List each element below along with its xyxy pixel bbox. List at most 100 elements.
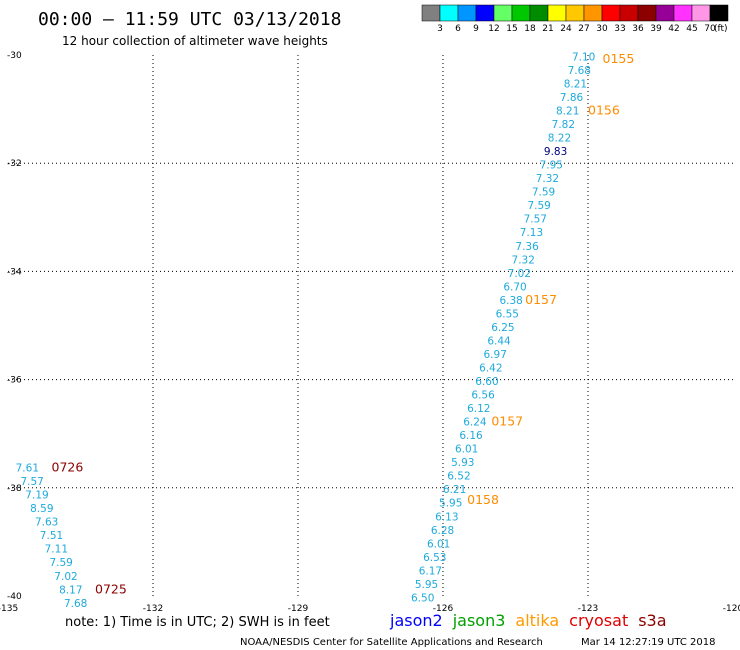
swh-value-label: 7.57 (20, 476, 43, 488)
color-scale-swatch (619, 4, 639, 22)
swh-value-label: 6.01 (455, 444, 478, 456)
y-tick-label: -30 (7, 51, 22, 61)
color-scale-bar: 3 6 9 12 15 18 21 24 27 30 33 36 39 42 45 70(ft) (421, 4, 729, 34)
color-scale-swatch (421, 4, 441, 22)
swh-value-label: 5.93 (451, 457, 474, 469)
swh-value-label: 7.59 (532, 187, 555, 199)
swh-value-label: 7.02 (508, 268, 531, 280)
color-scale-swatch (529, 4, 549, 22)
satellite-legend-altika: altika (515, 611, 559, 630)
color-scale-label: 45 (686, 24, 697, 34)
x-tick-label: -135 (0, 604, 18, 614)
x-tick-label: -123 (578, 604, 598, 614)
swh-value-label: 5.95 (415, 579, 438, 591)
swh-value-label: 7.32 (536, 173, 559, 185)
color-scale-swatch (547, 4, 567, 22)
color-scale-swatch (439, 4, 459, 22)
swh-value-label: 7.68 (64, 598, 87, 610)
swh-value-label: 6.24 (463, 417, 487, 429)
swh-value-label: 6.13 (435, 511, 458, 523)
pass-time-label: 0156 (588, 103, 620, 118)
color-scale-label: 21 (542, 24, 553, 34)
swh-value-label: 8.21 (556, 106, 579, 118)
swh-value-label: 5.95 (439, 498, 462, 510)
pass-time-label: 0158 (467, 492, 499, 507)
swh-value-label: 7.86 (560, 92, 584, 104)
color-scale-label: 15 (506, 24, 517, 34)
swh-value-label: 7.13 (520, 227, 543, 239)
color-scale-label: 27 (578, 24, 589, 34)
y-tick-label: -36 (7, 376, 22, 386)
swh-value-label: 8.22 (548, 133, 571, 145)
y-tick-label: -38 (7, 484, 22, 494)
swh-value-label: 7.02 (54, 571, 77, 583)
color-scale-swatch (511, 4, 531, 22)
swh-value-label: 7.36 (515, 241, 539, 253)
map-grid (8, 55, 733, 596)
swh-value-label: 7.32 (512, 254, 535, 266)
color-scale-swatch (691, 4, 711, 22)
chart-subtitle: 12 hour collection of altimeter wave hei… (62, 34, 328, 48)
color-scale-label: 18 (524, 24, 536, 34)
swh-value-label: 6.21 (443, 484, 466, 496)
swh-value-label: 6.38 (499, 295, 522, 307)
y-tick-label: -40 (7, 592, 22, 602)
color-scale-swatch (709, 4, 729, 22)
swh-value-label: 8.59 (30, 503, 53, 515)
swh-value-label: 7.95 (540, 160, 563, 172)
swh-value-label: 6.60 (475, 376, 498, 388)
satellite-legend-s3a: s3a (638, 611, 666, 630)
swh-value-label: 6.50 (411, 592, 434, 604)
swh-value-label: 6.16 (459, 430, 483, 442)
axis-tick-labels: -135 -132 -129 -126 -123 -120 -30 -32 -34 -36 -38 -… (0, 51, 740, 614)
color-scale-label: 3 (437, 24, 443, 34)
swh-value-label: 6.70 (503, 281, 526, 293)
x-tick-label: -126 (433, 604, 454, 614)
color-scale-swatch (601, 4, 621, 22)
swh-value-label: 7.19 (25, 490, 48, 502)
color-scale-label: 12 (488, 24, 499, 34)
satellite-legend: jason2 jason3 altika cryosat s3a (389, 611, 667, 630)
pass-time-label: 0157 (525, 292, 557, 307)
color-scale-label: 24 (560, 24, 572, 34)
color-scale-label: 70 (704, 24, 716, 34)
chart-title: 00:00 – 11:59 UTC 03/13/2018 (38, 9, 341, 30)
swh-value-label: 6.55 (496, 308, 519, 320)
swh-value-label: 7.68 (568, 65, 591, 77)
satellite-legend-jason2: jason2 (389, 611, 443, 630)
x-tick-label: -129 (288, 604, 309, 614)
swh-value-label: 6.44 (487, 335, 511, 347)
swh-value-label: 6.52 (447, 471, 470, 483)
color-scale-label: 9 (473, 24, 479, 34)
swh-value-label: 6.28 (431, 525, 454, 537)
swh-value-label: 7.11 (45, 544, 68, 556)
color-scale-label: 33 (614, 24, 625, 34)
x-tick-label: -120 (723, 604, 740, 614)
color-scale-unit: (ft) (714, 24, 728, 34)
pass-time-label: 0725 (95, 581, 127, 596)
color-scale-swatch (493, 4, 513, 22)
pass-time-label: 0726 (52, 460, 84, 475)
color-scale-swatch (673, 4, 693, 22)
swh-observations: 7.107.688.217.868.217.828.229.837.957.32… (16, 51, 596, 609)
pass-time-label: 0155 (603, 51, 635, 66)
color-scale-label: 42 (668, 24, 679, 34)
swh-value-label: 6.97 (484, 349, 507, 361)
satellite-legend-cryosat: cryosat (569, 611, 628, 630)
y-tick-label: -32 (7, 159, 22, 169)
color-scale-swatch (457, 4, 477, 22)
swh-value-label: 7.10 (572, 51, 595, 63)
satellite-legend-jason3: jason3 (452, 611, 506, 630)
pass-time-label: 0157 (491, 414, 523, 429)
swh-value-label: 6.42 (479, 362, 502, 374)
swh-value-label: 7.59 (49, 557, 72, 569)
note-text: note: 1) Time is in UTC; 2) SWH is in fe… (65, 615, 330, 630)
swh-value-label: 7.57 (524, 214, 547, 226)
color-scale-swatch (565, 4, 585, 22)
color-scale-swatch (655, 4, 675, 22)
color-scale-label: 30 (596, 24, 608, 34)
swh-value-label: 9.83 (544, 146, 567, 158)
color-scale-swatch (583, 4, 603, 22)
color-scale-swatch (475, 4, 495, 22)
